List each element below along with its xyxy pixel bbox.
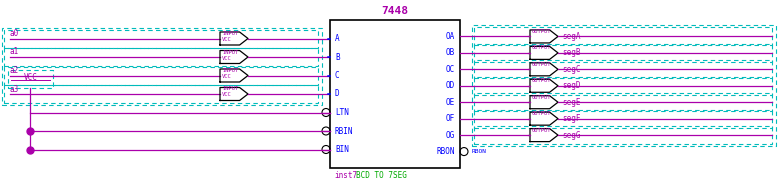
Bar — [4, 29, 318, 48]
Text: VCC: VCC — [23, 73, 37, 82]
Text: RBON: RBON — [436, 147, 455, 156]
Bar — [472, 25, 776, 146]
Bar — [474, 93, 772, 111]
Text: OUTPUT: OUTPUT — [532, 45, 552, 50]
Text: segD: segD — [562, 81, 580, 90]
Text: segF: segF — [562, 114, 580, 123]
Text: BIN: BIN — [335, 145, 349, 154]
Text: OC: OC — [446, 65, 455, 74]
Text: INPUT: INPUT — [222, 87, 238, 92]
Text: inst7: inst7 — [334, 171, 357, 180]
Text: RBON: RBON — [472, 149, 487, 154]
Text: VCC: VCC — [222, 92, 231, 98]
Text: A: A — [335, 34, 340, 43]
Text: OF: OF — [446, 114, 455, 123]
Bar — [474, 110, 772, 128]
Text: OUTPUT: OUTPUT — [532, 62, 552, 67]
Text: a0: a0 — [10, 29, 19, 38]
Bar — [474, 44, 772, 62]
Bar — [4, 66, 318, 85]
Text: OUTPUT: OUTPUT — [532, 95, 552, 100]
Text: RBIN: RBIN — [335, 126, 354, 135]
Text: segC: segC — [562, 65, 580, 74]
Text: OD: OD — [446, 81, 455, 90]
Bar — [2, 27, 322, 105]
Text: segB: segB — [562, 48, 580, 57]
Bar — [8, 70, 53, 88]
Text: VCC: VCC — [222, 74, 231, 79]
Text: segA: segA — [562, 32, 580, 41]
Text: OUTPUT: OUTPUT — [532, 29, 552, 34]
Text: OUTPUT: OUTPUT — [532, 111, 552, 116]
Text: OG: OG — [446, 131, 455, 140]
Text: LTN: LTN — [335, 108, 349, 117]
Bar — [330, 20, 460, 168]
Bar — [4, 85, 318, 103]
Text: segG: segG — [562, 131, 580, 140]
Text: C: C — [335, 71, 340, 80]
Bar — [474, 60, 772, 78]
Text: BCD TO 7SEG: BCD TO 7SEG — [356, 171, 407, 180]
Text: INPUT: INPUT — [222, 68, 238, 73]
Text: D: D — [335, 89, 340, 98]
Text: B: B — [335, 53, 340, 61]
Bar — [474, 77, 772, 95]
Text: VCC: VCC — [222, 37, 231, 42]
Text: a2: a2 — [10, 66, 19, 75]
Text: a1: a1 — [10, 48, 19, 57]
Text: segE: segE — [562, 98, 580, 107]
Text: a3: a3 — [10, 85, 19, 94]
Bar — [4, 48, 318, 66]
Text: OUTPUT: OUTPUT — [532, 78, 552, 83]
Text: 7448: 7448 — [382, 6, 408, 16]
Text: VCC: VCC — [222, 55, 231, 61]
Text: OA: OA — [446, 32, 455, 41]
Text: OE: OE — [446, 98, 455, 107]
Text: INPUT: INPUT — [222, 31, 238, 36]
Bar — [474, 126, 772, 144]
Text: OUTPUT: OUTPUT — [532, 128, 552, 133]
Text: INPUT: INPUT — [222, 49, 238, 55]
Text: OB: OB — [446, 48, 455, 57]
Bar — [474, 27, 772, 45]
